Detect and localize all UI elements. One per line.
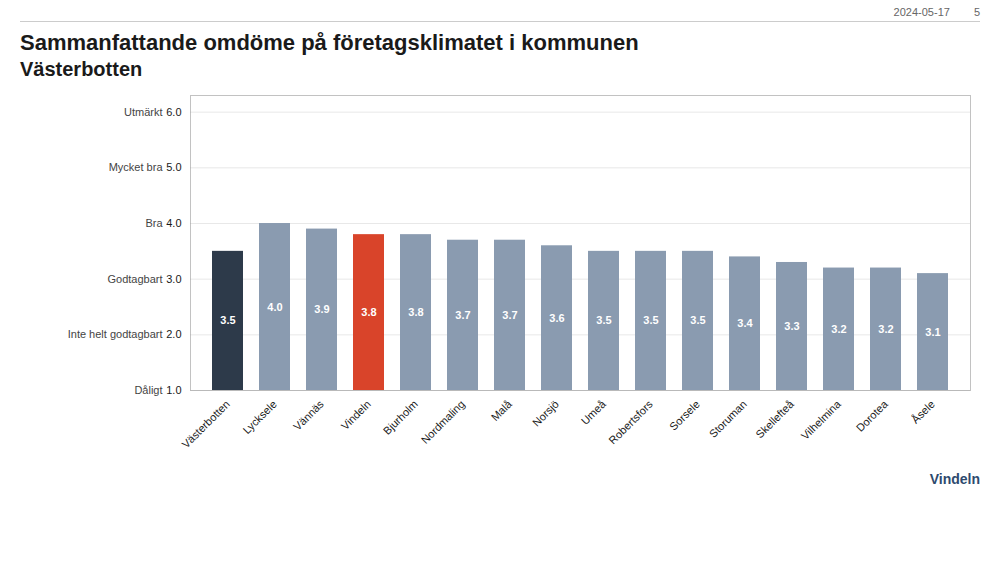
svg-text:3.6: 3.6 bbox=[549, 312, 564, 324]
svg-text:Västerbotten: Västerbotten bbox=[179, 398, 232, 451]
svg-text:Bra: Bra bbox=[145, 217, 163, 229]
svg-text:Bjurholm: Bjurholm bbox=[381, 398, 420, 437]
svg-text:Norsjö: Norsjö bbox=[530, 398, 561, 429]
svg-text:Dåligt: Dåligt bbox=[134, 384, 162, 396]
svg-text:3.3: 3.3 bbox=[784, 320, 799, 332]
svg-text:1.0: 1.0 bbox=[166, 384, 181, 396]
svg-text:Inte helt godtagbart: Inte helt godtagbart bbox=[68, 328, 163, 340]
svg-text:4.0: 4.0 bbox=[267, 301, 282, 313]
svg-text:3.2: 3.2 bbox=[831, 323, 846, 335]
svg-text:3.8: 3.8 bbox=[408, 306, 423, 318]
svg-text:Umeå: Umeå bbox=[579, 397, 609, 427]
svg-text:Sorsele: Sorsele bbox=[667, 398, 702, 433]
svg-text:Skellefteå: Skellefteå bbox=[753, 397, 796, 440]
svg-text:Utmärkt: Utmärkt bbox=[124, 106, 163, 118]
html-text:2024-05-17: 2024-05-17 bbox=[893, 6, 950, 18]
svg-text:2.0: 2.0 bbox=[166, 328, 181, 340]
svg-text:3.8: 3.8 bbox=[361, 306, 376, 318]
html-text:Vindeln: Vindeln bbox=[929, 471, 980, 487]
svg-text:Godtagbart: Godtagbart bbox=[107, 273, 162, 285]
svg-text:3.5: 3.5 bbox=[643, 314, 658, 326]
html-text:5: 5 bbox=[973, 6, 980, 18]
svg-text:Mycket bra: Mycket bra bbox=[109, 161, 164, 173]
svg-text:3.7: 3.7 bbox=[502, 309, 517, 321]
svg-text:Dorotea: Dorotea bbox=[854, 397, 891, 434]
svg-text:3.0: 3.0 bbox=[166, 273, 181, 285]
svg-text:Åsele: Åsele bbox=[909, 398, 937, 426]
svg-text:Malå: Malå bbox=[489, 397, 515, 423]
svg-text:3.5: 3.5 bbox=[690, 314, 705, 326]
svg-text:Vilhelmina: Vilhelmina bbox=[799, 397, 844, 442]
svg-text:3.2: 3.2 bbox=[878, 323, 893, 335]
svg-text:Nordmaling: Nordmaling bbox=[419, 398, 467, 446]
svg-text:Lycksele: Lycksele bbox=[240, 398, 278, 436]
svg-text:5.0: 5.0 bbox=[166, 161, 181, 173]
svg-text:3.4: 3.4 bbox=[737, 317, 753, 329]
html-text:Västerbotten: Västerbotten bbox=[20, 58, 143, 80]
html-text:Sammanfattande omdöme på föret: Sammanfattande omdöme på företagsklimate… bbox=[20, 30, 639, 55]
svg-text:6.0: 6.0 bbox=[166, 106, 181, 118]
svg-text:Robertsfors: Robertsfors bbox=[606, 397, 655, 446]
svg-text:4.0: 4.0 bbox=[166, 217, 181, 229]
svg-text:3.9: 3.9 bbox=[314, 303, 329, 315]
svg-text:3.5: 3.5 bbox=[596, 314, 611, 326]
svg-text:3.1: 3.1 bbox=[925, 326, 940, 338]
svg-text:3.7: 3.7 bbox=[455, 309, 470, 321]
svg-text:3.5: 3.5 bbox=[220, 314, 235, 326]
svg-text:Vännäs: Vännäs bbox=[291, 397, 326, 432]
svg-text:Vindeln: Vindeln bbox=[339, 398, 373, 432]
svg-text:Storuman: Storuman bbox=[707, 398, 749, 440]
